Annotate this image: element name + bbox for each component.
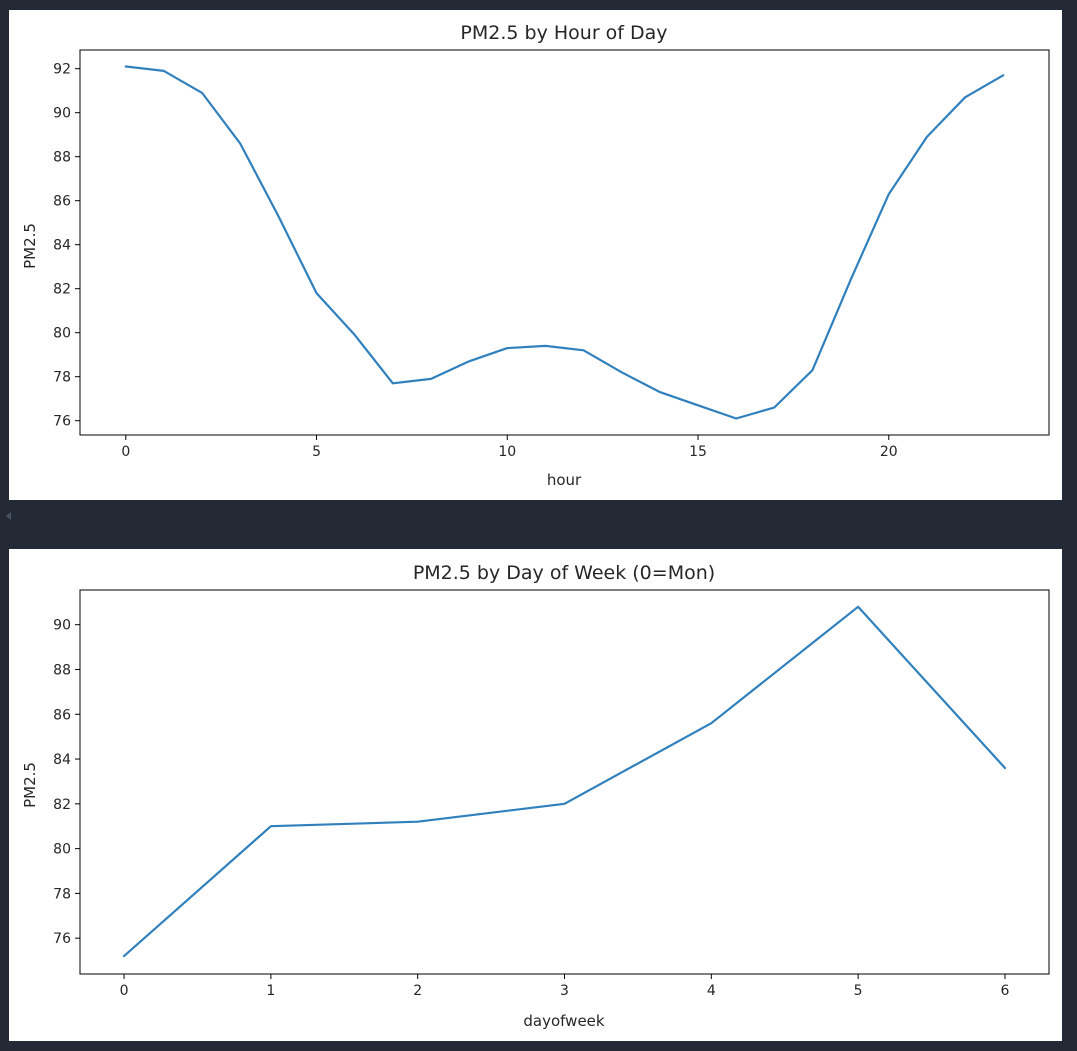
y-tick-label: 86 bbox=[53, 194, 71, 210]
y-tick-label: 92 bbox=[53, 62, 71, 78]
x-tick-label: 3 bbox=[560, 983, 569, 999]
x-tick-label: 1 bbox=[266, 983, 275, 999]
x-tick-label: 0 bbox=[120, 983, 129, 999]
y-tick-label: 80 bbox=[53, 842, 71, 858]
y-tick-label: 84 bbox=[53, 238, 71, 254]
y-tick-label: 84 bbox=[53, 752, 71, 768]
x-tick-label: 5 bbox=[312, 444, 321, 460]
y-tick-label: 80 bbox=[53, 326, 71, 342]
y-tick-label: 88 bbox=[53, 150, 71, 166]
x-tick-label: 15 bbox=[689, 444, 707, 460]
plot-frame bbox=[79, 49, 1050, 436]
y-tick-label: 88 bbox=[53, 662, 71, 678]
x-tick-label: 0 bbox=[121, 444, 130, 460]
chart-panel-dayofweek: PM2.5 by Day of Week (0=Mon) dayofweek P… bbox=[9, 549, 1062, 1041]
weekday-line-chart: PM2.5 by Day of Week (0=Mon) dayofweek P… bbox=[21, 562, 1050, 1030]
x-axis-label: hour bbox=[547, 471, 582, 489]
x-axis-label: dayofweek bbox=[523, 1012, 605, 1030]
scroll-left-icon[interactable] bbox=[6, 512, 11, 520]
y-tick-label: 86 bbox=[53, 707, 71, 723]
y-tick-label: 76 bbox=[53, 414, 71, 430]
plot-frame bbox=[79, 589, 1050, 975]
chart-panel-hour: PM2.5 by Hour of Day hour PM2.5 0 5 10 15 20… bbox=[9, 10, 1062, 500]
x-tick-label: 10 bbox=[498, 444, 516, 460]
chart-title: PM2.5 by Hour of Day bbox=[460, 22, 667, 44]
x-tick-label: 20 bbox=[880, 444, 898, 460]
series-line bbox=[122, 605, 1007, 958]
y-axis-label: PM2.5 bbox=[21, 223, 39, 269]
series-line bbox=[124, 65, 1005, 420]
x-tick-label: 6 bbox=[1000, 983, 1009, 999]
y-tick-label: 78 bbox=[53, 886, 71, 902]
y-tick-label: 78 bbox=[53, 370, 71, 386]
y-tick-label: 82 bbox=[53, 282, 71, 298]
chart-title: PM2.5 by Day of Week (0=Mon) bbox=[413, 562, 715, 584]
hourly-line-chart: PM2.5 by Hour of Day hour PM2.5 0 5 10 15 20… bbox=[21, 22, 1050, 489]
x-tick-label: 5 bbox=[854, 983, 863, 999]
y-tick-label: 82 bbox=[53, 797, 71, 813]
x-tick-label: 4 bbox=[707, 983, 716, 999]
x-tick-label: 2 bbox=[413, 983, 422, 999]
y-tick-label: 76 bbox=[53, 931, 71, 947]
y-tick-label: 90 bbox=[53, 618, 71, 634]
y-tick-label: 90 bbox=[53, 106, 71, 122]
y-axis-label: PM2.5 bbox=[21, 762, 39, 808]
